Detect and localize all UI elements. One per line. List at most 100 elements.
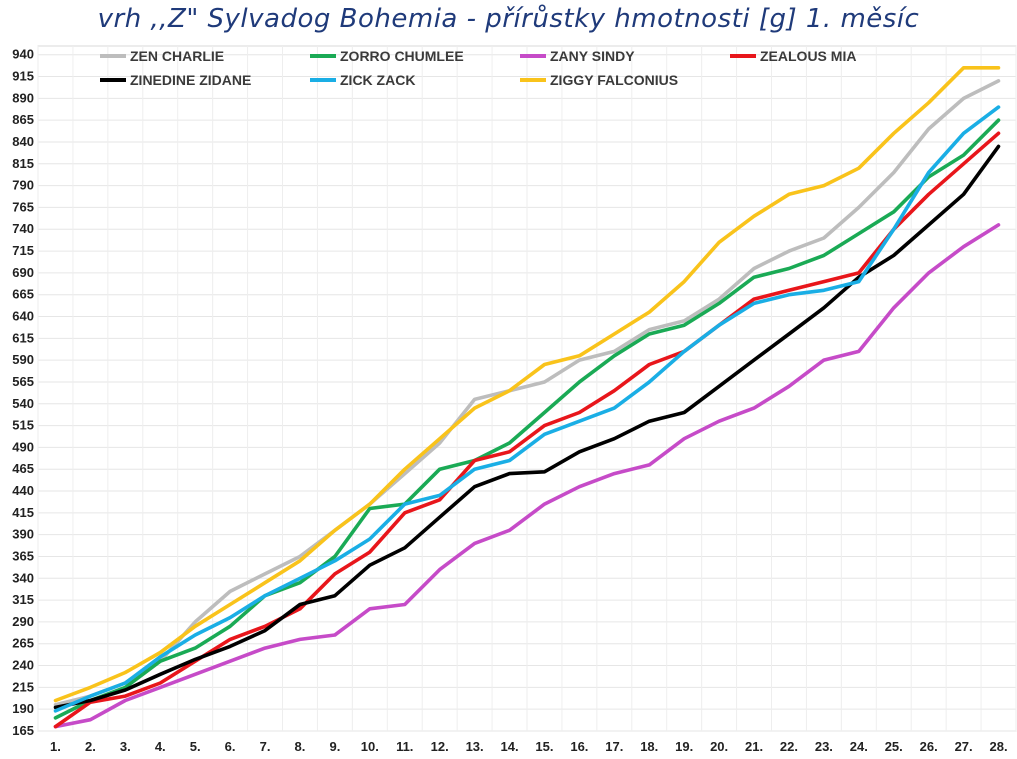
data-point [543,433,546,436]
y-tick-label: 390 [12,527,34,542]
series-zorro-chumlee [53,118,1001,720]
data-point [89,686,92,689]
data-point [368,551,371,554]
y-tick-label: 915 [12,69,34,84]
x-tick-label: 22. [780,739,798,754]
x-tick-label: 1. [50,739,61,754]
data-point [229,590,232,593]
data-point [683,280,686,283]
data-point [718,302,721,305]
data-point [648,363,651,366]
data-point [892,171,895,174]
x-tick-label: 27. [955,739,973,754]
y-tick-label: 190 [12,701,34,716]
data-point [962,154,965,157]
data-point [333,555,336,558]
x-tick-label: 4. [155,739,166,754]
data-point [857,167,860,170]
data-point [753,215,756,218]
data-point [753,267,756,270]
data-point [683,411,686,414]
data-point [787,385,790,388]
data-point [229,660,232,663]
legend-label: ZICK ZACK [340,72,415,88]
data-point [298,603,301,606]
data-point [927,223,930,226]
x-tick-label: 7. [260,739,271,754]
data-point [613,407,616,410]
x-tick-label: 18. [640,739,658,754]
data-point [229,645,232,648]
data-point [124,695,127,698]
x-tick-label: 15. [535,739,553,754]
legend-label: ZEALOUS MIA [760,48,856,64]
data-point [298,638,301,641]
data-point [753,359,756,362]
data-point [613,354,616,357]
data-point [822,359,825,362]
data-point [962,162,965,165]
data-point [962,66,965,69]
y-tick-label: 465 [12,461,34,476]
data-point [857,280,860,283]
data-point [753,302,756,305]
data-point [264,647,267,650]
data-point [543,470,546,473]
data-point [159,682,162,685]
data-point [124,682,127,685]
data-point [508,450,511,453]
x-tick-label: 20. [710,739,728,754]
legend-item: ZORRO CHUMLEE [310,48,464,64]
data-point [403,511,406,514]
data-point [543,363,546,366]
data-point [194,634,197,637]
data-point [264,581,267,584]
data-point [264,629,267,632]
data-point [333,572,336,575]
series-zany-sindy [53,223,1001,729]
data-point [962,193,965,196]
data-point [718,420,721,423]
y-axis: 165 190 215 240 265 290 315 340 365 390 415 440 465 4… [12,47,34,738]
data-point [298,577,301,580]
series-ziggy-falconius [53,66,1001,703]
data-point [54,709,57,712]
x-tick-label: 3. [120,739,131,754]
y-tick-label: 290 [12,614,34,629]
data-point [194,673,197,676]
y-tick-label: 165 [12,723,34,738]
x-tick-label: 21. [745,739,763,754]
legend-item: ZIGGY FALCONIUS [520,72,678,88]
y-tick-label: 215 [12,679,34,694]
data-point [229,616,232,619]
x-tick-label: 2. [85,739,96,754]
y-tick-label: 340 [12,570,34,585]
data-point [194,658,197,661]
legend: ZEN CHARLIE ZORRO CHUMLEE ZANY SINDY ZEALOU… [100,48,856,88]
data-point [403,503,406,506]
data-point [298,581,301,584]
data-point [683,437,686,440]
data-point [159,655,162,658]
data-point [194,620,197,623]
data-point [54,725,57,728]
series-zinedine-zidane [53,144,1001,710]
data-point [54,706,57,709]
data-point [822,254,825,257]
data-point [962,132,965,135]
data-point [787,193,790,196]
data-point [822,280,825,283]
x-tick-label: 13. [466,739,484,754]
data-point [438,468,441,471]
series-line [53,223,1001,729]
x-tick-label: 17. [605,739,623,754]
data-point [159,673,162,676]
data-point [648,311,651,314]
series-line [53,118,1001,720]
data-point [124,688,127,691]
series-lines [53,66,1001,729]
data-point [473,398,476,401]
data-point [892,210,895,213]
series-line [53,131,1001,729]
y-tick-label: 715 [12,243,34,258]
